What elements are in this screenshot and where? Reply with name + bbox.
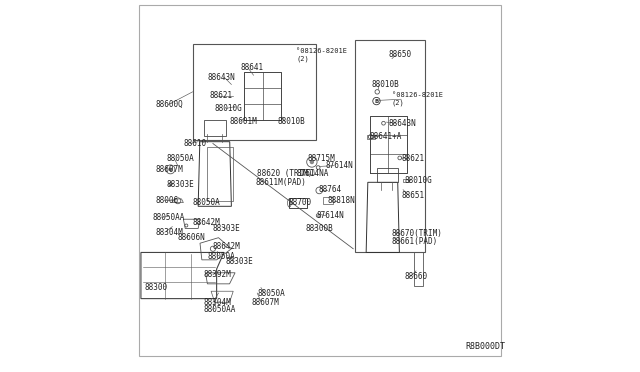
Text: 88620 (TRIM): 88620 (TRIM) — [257, 169, 313, 177]
Text: 88641+A: 88641+A — [370, 132, 402, 141]
Text: 88818N: 88818N — [328, 196, 355, 205]
Bar — [414, 253, 424, 286]
Text: 88643N: 88643N — [388, 119, 416, 128]
Circle shape — [372, 97, 380, 105]
Bar — [193, 44, 316, 140]
Text: 88651: 88651 — [401, 191, 424, 200]
Text: 87614NA: 87614NA — [296, 169, 328, 177]
Text: 88010B: 88010B — [278, 117, 305, 126]
Text: 88303E: 88303E — [213, 224, 241, 233]
Text: 88392M: 88392M — [204, 270, 232, 279]
Text: 88050A: 88050A — [193, 198, 220, 207]
Text: 88715M: 88715M — [307, 154, 335, 163]
Text: R8B000DT: R8B000DT — [466, 342, 506, 351]
Bar — [403, 179, 409, 182]
Bar — [204, 119, 226, 136]
Text: 88050A: 88050A — [257, 289, 285, 298]
Bar — [355, 40, 425, 253]
Text: 88610: 88610 — [184, 139, 207, 148]
Text: 88643N: 88643N — [207, 73, 235, 81]
Text: 87614N: 87614N — [316, 211, 344, 220]
Text: 88006: 88006 — [156, 196, 179, 205]
Bar — [377, 167, 397, 182]
Text: 88611M(PAD): 88611M(PAD) — [255, 178, 307, 187]
Text: 88010B: 88010B — [372, 80, 399, 89]
Text: 88010G: 88010G — [215, 104, 243, 113]
Text: 88607M: 88607M — [156, 165, 184, 174]
Text: 88600Q: 88600Q — [156, 100, 184, 109]
Text: 88642M: 88642M — [193, 218, 220, 227]
Text: 88607M: 88607M — [252, 298, 280, 307]
Text: 88700: 88700 — [289, 198, 312, 207]
Circle shape — [168, 167, 172, 171]
Text: 88050A: 88050A — [167, 154, 195, 163]
Text: B: B — [374, 99, 379, 103]
Circle shape — [310, 160, 314, 164]
Text: 88050AA: 88050AA — [204, 305, 236, 314]
Text: 88304M: 88304M — [204, 298, 232, 307]
Text: °08126-8201E
(2): °08126-8201E (2) — [392, 93, 443, 106]
Text: 88304M: 88304M — [156, 228, 184, 237]
Text: 88050AA: 88050AA — [152, 213, 184, 222]
Text: 88303E: 88303E — [167, 180, 195, 189]
Text: 88621: 88621 — [401, 154, 424, 163]
Text: 88650: 88650 — [388, 51, 412, 60]
Text: 88601M: 88601M — [230, 117, 257, 126]
Text: 87614N: 87614N — [326, 161, 353, 170]
Text: 88660: 88660 — [405, 272, 428, 281]
Text: 88764: 88764 — [318, 185, 341, 194]
Text: 88661(PAD): 88661(PAD) — [392, 237, 438, 246]
Bar — [207, 147, 233, 201]
Bar — [289, 198, 307, 208]
Text: 88300: 88300 — [145, 283, 168, 292]
Text: 88642M: 88642M — [213, 243, 241, 251]
Text: 88303E: 88303E — [226, 257, 253, 266]
Text: 88010G: 88010G — [405, 176, 433, 185]
Text: 88641: 88641 — [241, 63, 264, 72]
Text: 88050A: 88050A — [207, 251, 235, 261]
Text: 88670(TRIM): 88670(TRIM) — [392, 230, 443, 238]
Text: 88621: 88621 — [209, 91, 232, 100]
Text: °08126-8201E
(2): °08126-8201E (2) — [296, 48, 347, 62]
Text: 88300B: 88300B — [305, 224, 333, 233]
Text: 88606N: 88606N — [178, 233, 205, 242]
